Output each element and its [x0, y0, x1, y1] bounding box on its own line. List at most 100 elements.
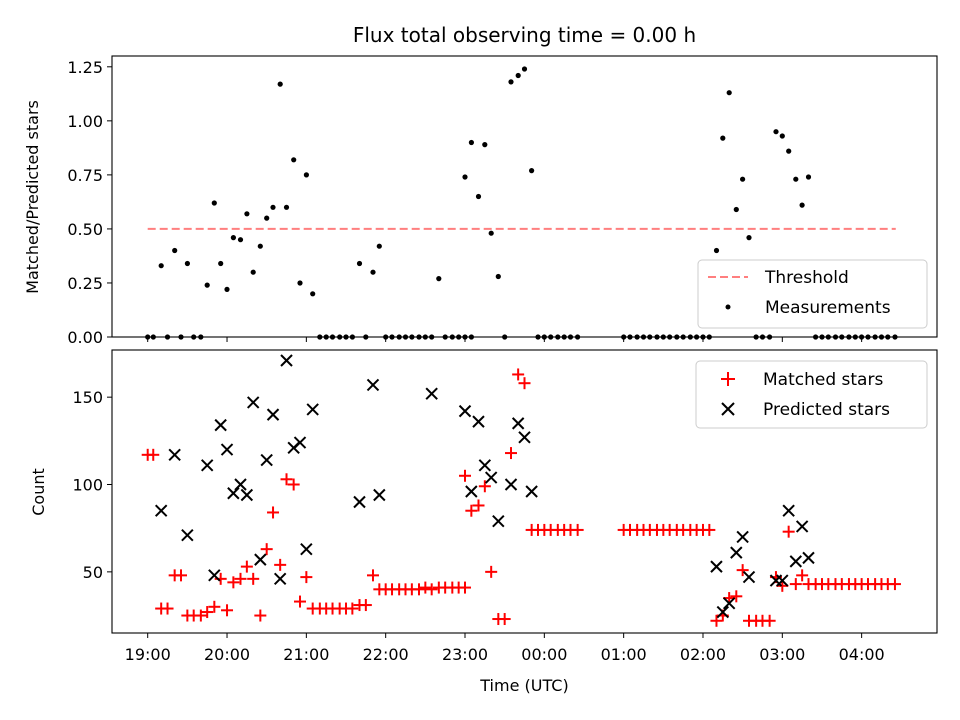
predicted-star-marker	[181, 528, 194, 542]
measurement-point	[257, 243, 263, 249]
predicted-star-marker	[168, 448, 181, 462]
matched-star-marker	[425, 583, 438, 596]
count-x-tick-label: 02:00	[680, 645, 726, 664]
ratio-legend-box	[697, 259, 928, 329]
count-panel-frame	[111, 349, 938, 634]
x-axis-label: Time (UTC)	[479, 676, 568, 695]
predicted-star-marker	[716, 605, 730, 619]
measurement-point	[793, 176, 799, 182]
predicted-star-marker	[782, 504, 795, 517]
predicted-star-marker	[208, 569, 221, 582]
measurement-point	[746, 235, 752, 241]
predicted-star-marker	[478, 459, 492, 472]
measurement-point	[244, 211, 250, 217]
measurement-point	[805, 174, 812, 180]
predicted-star-marker	[504, 478, 518, 491]
matched-star-marker	[366, 569, 379, 582]
matched-star-marker	[274, 558, 287, 571]
count-y-tick-label: 100	[72, 476, 103, 495]
matched-star-marker	[175, 569, 188, 582]
measurement-point	[733, 206, 739, 213]
count-x-tick-label: 03:00	[759, 645, 805, 664]
measurement-point	[726, 90, 732, 96]
measurement-point	[488, 230, 494, 236]
predicted-star-marker	[472, 415, 485, 428]
matched-star-marker	[247, 572, 260, 585]
predicted-star-marker	[776, 574, 789, 587]
ratio-panel-frame	[111, 55, 938, 338]
predicted-star-marker	[511, 417, 525, 430]
measurement-point	[211, 200, 217, 206]
measurement-point	[475, 193, 482, 200]
predicted-star-marker	[293, 436, 307, 449]
predicted-star-marker	[465, 485, 478, 498]
matched-star-marker	[472, 499, 485, 512]
matched-star-marker	[782, 525, 795, 538]
measurement-point	[264, 215, 270, 221]
matched-star-marker	[300, 571, 313, 584]
count-x-tick-label: 01:00	[601, 645, 647, 664]
measurement-point	[277, 81, 283, 87]
measurement-point	[515, 72, 521, 79]
count-x-ticks: 19:00 20:00 21:00 22:00 23:00 00:00 01:00 02:00…	[125, 633, 885, 664]
matched-star-marker	[254, 609, 267, 622]
predicted-star-marker	[484, 471, 498, 484]
measurement-point	[786, 148, 792, 154]
count-x-tick-label: 21:00	[283, 645, 329, 664]
matched-star-marker	[221, 604, 234, 617]
matched-star-marker	[208, 600, 221, 613]
matched-star-marker	[346, 602, 359, 615]
matched-star-marker	[505, 447, 518, 460]
count-x-tick-label: 22:00	[363, 645, 409, 664]
ratio-x-ticks	[147, 337, 863, 342]
measurement-point	[495, 273, 501, 280]
measurement-point	[184, 260, 190, 267]
ratio-y-tick-label: 0.00	[67, 328, 103, 347]
predicted-star-marker	[220, 443, 234, 456]
predicted-legend-label: Predicted stars	[763, 400, 890, 420]
matched-star-marker	[512, 368, 525, 381]
predicted-star-marker	[742, 570, 756, 584]
ratio-y-ticks: 0.00 0.25 0.50 0.75 1.00 1.25	[67, 58, 112, 347]
matched-star-marker	[294, 595, 307, 608]
count-x-tick-label: 20:00	[204, 645, 250, 664]
predicted-star-marker	[214, 418, 227, 432]
matched-star-marker	[234, 572, 247, 585]
matched-star-marker	[730, 590, 743, 603]
measurement-point	[482, 142, 488, 148]
matched-star-marker	[710, 614, 723, 627]
count-y-tick-label: 150	[72, 388, 103, 407]
count-x-tick-label: 19:00	[125, 645, 171, 664]
measurement-point	[224, 286, 230, 292]
predicted-star-marker	[246, 396, 260, 409]
count-legend: Matched stars Predicted stars	[695, 360, 928, 429]
matched-star-marker	[459, 581, 472, 594]
count-legend-box	[695, 360, 928, 429]
matched-star-marker	[240, 560, 253, 573]
predicted-star-marker	[254, 553, 267, 566]
predicted-star-marker	[795, 520, 809, 533]
measurement-point	[270, 204, 276, 210]
count-y-axis-label: Count	[29, 468, 48, 516]
measurement-point	[521, 66, 528, 72]
predicted-star-marker	[306, 403, 319, 416]
measurement-point	[779, 133, 785, 139]
predicted-star-marker	[280, 354, 293, 367]
predicted-star-marker	[802, 551, 815, 565]
predicted-star-marker	[710, 560, 723, 573]
matched-stars-points	[141, 368, 901, 627]
measurement-point	[436, 276, 442, 282]
predicted-star-marker	[518, 431, 531, 444]
predicted-star-marker	[240, 488, 254, 502]
predicted-star-marker	[353, 495, 366, 509]
measurement-point	[297, 280, 303, 286]
matched-star-marker	[485, 565, 498, 578]
measurement-point	[468, 139, 474, 146]
ratio-y-tick-label: 1.25	[67, 58, 103, 77]
ratio-panel: 0.00 0.25 0.50 0.75 1.00 1.25 Matched/Predict…	[23, 55, 938, 347]
measurement-point	[291, 157, 297, 163]
predicted-star-marker	[525, 485, 538, 498]
predicted-star-marker	[730, 546, 743, 559]
predicted-star-marker	[736, 530, 749, 544]
threshold-legend-label: Threshold	[764, 268, 849, 288]
